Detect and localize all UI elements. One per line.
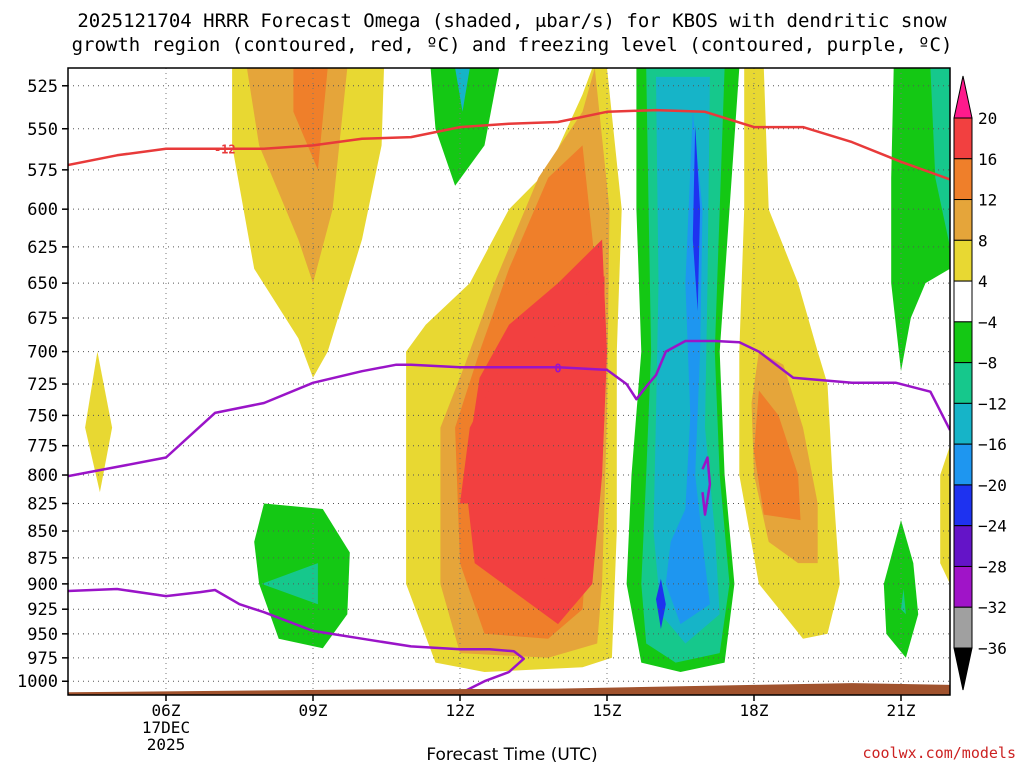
y-tick-label-825: 825 — [27, 494, 58, 514]
y-tick-label-975: 975 — [27, 649, 58, 669]
colorbar-band-9 — [953, 484, 973, 527]
colorbar-band-7 — [953, 402, 973, 445]
y-tick-label-700: 700 — [27, 343, 58, 363]
y-tick-label-550: 550 — [27, 120, 58, 140]
contour-label-0: -12 — [214, 143, 236, 157]
y-tick-label-600: 600 — [27, 200, 58, 220]
colorbar-label-1: 16 — [978, 150, 997, 169]
x-tick-label-15Z: 15Z — [593, 701, 622, 720]
gridlines — [68, 68, 950, 695]
x-tick-label-06Z: 06Z — [152, 701, 181, 720]
x-tick-sublabel-0: 17DEC — [142, 718, 190, 737]
x-tick-sublabel-1: 2025 — [147, 735, 186, 754]
colorbar-label-8: −16 — [978, 435, 1007, 454]
colorbar-band-4 — [953, 280, 973, 323]
colorbar-band-8 — [953, 443, 973, 486]
terrain-layer — [68, 683, 950, 695]
colorbar-label-3: 8 — [978, 231, 988, 250]
axes: 525 550 575 600 625 650 675 700 725 750 775 800 825 8… — [17, 67, 951, 754]
colorbar-label-12: −32 — [978, 598, 1007, 617]
colorbar-label-11: −28 — [978, 557, 1007, 576]
y-tick-label-850: 850 — [27, 522, 58, 542]
contour-line-2 — [68, 587, 525, 694]
y-tick-label-750: 750 — [27, 406, 58, 426]
colorbar-band-11 — [953, 565, 973, 608]
colorbar-band-10 — [953, 525, 973, 567]
y-tick-label-625: 625 — [27, 238, 58, 258]
omega-region-main-20 — [460, 276, 605, 615]
contour-layer: -12 0 — [68, 108, 950, 694]
omega-region-right-edge-4 — [940, 445, 950, 584]
colorbar-bottom-arrow — [953, 647, 973, 691]
x-axis-title: Forecast Time (UTC) — [426, 745, 598, 765]
chart-title-line-1: 2025121704 HRRR Forecast Omega (shaded, … — [77, 10, 947, 32]
omega-region-left-small — [85, 351, 113, 493]
colorbar-label-13: −36 — [978, 639, 1007, 658]
chart-title-line-2: growth region (contoured, red, ºC) and f… — [71, 34, 953, 56]
colorbar-band-3 — [953, 239, 973, 282]
omega-region-upper-cyan — [455, 68, 470, 112]
colorbar-label-10: −24 — [978, 517, 1007, 536]
colorbar-top-arrow — [953, 75, 973, 119]
colorbar-label-2: 12 — [978, 191, 997, 210]
y-tick-label-725: 725 — [27, 375, 58, 395]
y-tick-label-775: 775 — [27, 437, 58, 457]
colorbar-band-12 — [953, 606, 973, 649]
y-tick-label-800: 800 — [27, 466, 58, 486]
x-tick-label-09Z: 09Z — [299, 701, 328, 720]
y-tick-label-525: 525 — [27, 77, 58, 97]
omega-region-band-deepblue-top — [692, 125, 701, 312]
colorbar-label-0: 20 — [978, 109, 997, 128]
omega-region-right-12 — [754, 390, 801, 521]
credit-link[interactable]: coolwx.com/models — [862, 744, 1016, 762]
y-tick-label-925: 925 — [27, 600, 58, 620]
colorbar-band-5 — [953, 321, 973, 364]
contour-line-3 — [701, 456, 712, 516]
colorbar-band-2 — [953, 199, 973, 241]
y-tick-label-900: 900 — [27, 575, 58, 595]
omega-region-right-bottom-cyan — [901, 589, 906, 615]
x-tick-label-18Z: 18Z — [740, 701, 769, 720]
omega-region-band-deepblue-bot — [656, 578, 666, 629]
colorbar-label-9: −20 — [978, 476, 1007, 495]
y-tick-label-575: 575 — [27, 161, 58, 181]
contour-line-1 — [68, 339, 950, 478]
colorbar-band-6 — [953, 362, 973, 404]
contour-line-0 — [68, 108, 950, 181]
omega-region-far-right-teal — [930, 68, 950, 247]
colorbar-band-1 — [953, 158, 973, 201]
y-tick-label-650: 650 — [27, 274, 58, 294]
y-tick-label-950: 950 — [27, 625, 58, 645]
colorbar-label-7: −12 — [978, 394, 1007, 413]
colorbar: 20 16 12 8 4 −4 −8 −12 −16 −20 −24 −28 −32 −36 — [953, 75, 1007, 691]
contour-label-1: 0 — [554, 361, 561, 375]
colorbar-band-0 — [953, 117, 973, 160]
terrain-fill — [68, 683, 950, 695]
x-tick-label-12Z: 12Z — [446, 701, 475, 720]
y-tick-label-875: 875 — [27, 549, 58, 569]
y-tick-label-675: 675 — [27, 309, 58, 329]
omega-region-left-teal — [261, 563, 318, 605]
plot-frame — [67, 67, 951, 696]
omega-shading-layer — [68, 68, 950, 695]
colorbar-label-5: −4 — [978, 313, 997, 332]
y-tick-label-1000: 1000 — [17, 672, 58, 692]
colorbar-label-4: 4 — [978, 272, 988, 291]
x-tick-label-21Z: 21Z — [887, 701, 916, 720]
colorbar-label-6: −8 — [978, 354, 997, 373]
